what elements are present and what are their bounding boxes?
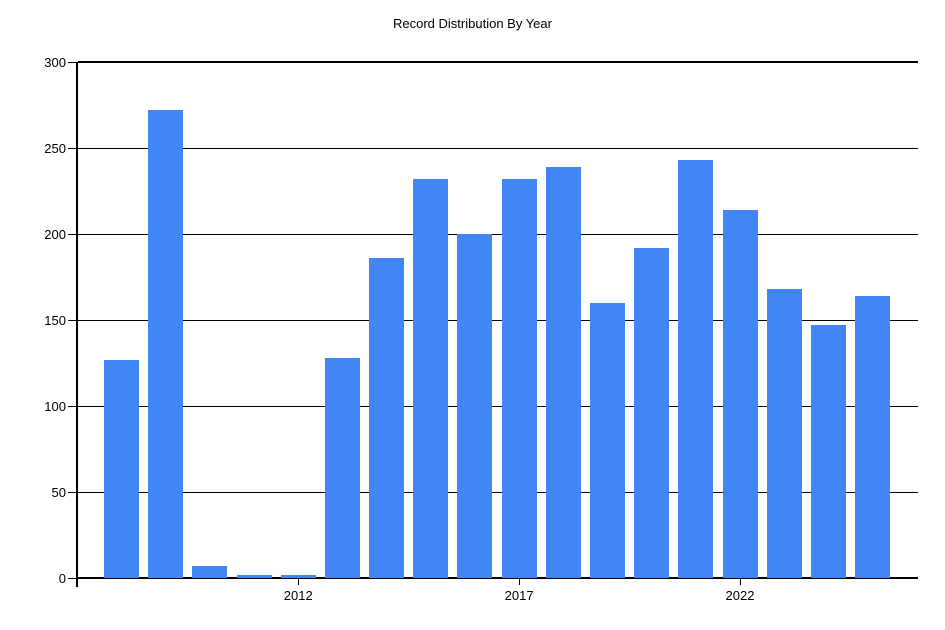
bar-2025 bbox=[855, 295, 891, 578]
plot-area: 0 50 100 150 200 250 300 2012 2017 2022 bbox=[44, 55, 918, 603]
x-tick-2022 bbox=[739, 579, 741, 585]
gridline-150 bbox=[78, 319, 918, 321]
y-tick-label-50: 50 bbox=[51, 484, 66, 500]
y-tick-label-100: 100 bbox=[44, 398, 66, 414]
y-tick-label-0: 0 bbox=[58, 570, 66, 586]
y-tick-300 bbox=[68, 62, 76, 63]
bar-2017 bbox=[501, 178, 537, 578]
bar-2022 bbox=[722, 209, 758, 578]
bar-2011 bbox=[236, 574, 272, 578]
x-tick-label-2022: 2022 bbox=[725, 588, 755, 603]
y-tick-label-200: 200 bbox=[44, 226, 66, 242]
y-tick-label-250: 250 bbox=[44, 140, 66, 156]
bar-2018 bbox=[545, 166, 581, 578]
bar-2014 bbox=[369, 258, 405, 578]
bar-2019 bbox=[589, 302, 625, 578]
bar-2009 bbox=[148, 110, 184, 578]
bar-2012 bbox=[280, 574, 316, 578]
bar-2020 bbox=[634, 247, 670, 578]
gridline-200 bbox=[78, 233, 918, 235]
gridline-0 bbox=[78, 577, 918, 579]
chart-title: Record Distribution By Year bbox=[393, 16, 552, 31]
gridline-250 bbox=[78, 147, 918, 149]
y-tick-100 bbox=[68, 406, 76, 407]
bar-2016 bbox=[457, 234, 493, 578]
y-tick-250 bbox=[68, 148, 76, 149]
y-axis-line bbox=[76, 62, 78, 587]
gridline-50 bbox=[78, 491, 918, 493]
bar-2015 bbox=[413, 178, 449, 578]
x-tick-2017 bbox=[518, 579, 520, 585]
y-tick-label-300: 300 bbox=[44, 54, 66, 70]
y-tick-200 bbox=[68, 234, 76, 235]
gridline-300 bbox=[78, 61, 918, 63]
bar-2013 bbox=[324, 357, 360, 578]
bar-2021 bbox=[678, 160, 714, 578]
gridline-100 bbox=[78, 405, 918, 407]
bar-2024 bbox=[810, 325, 846, 578]
x-tick-label-2012: 2012 bbox=[283, 588, 313, 603]
bar-2010 bbox=[192, 565, 228, 578]
x-tick-label-2017: 2017 bbox=[504, 588, 534, 603]
y-tick-150 bbox=[68, 320, 76, 321]
y-tick-0 bbox=[68, 578, 76, 579]
bar-2023 bbox=[766, 289, 802, 578]
y-tick-label-150: 150 bbox=[44, 312, 66, 328]
x-tick-2012 bbox=[297, 579, 299, 585]
y-tick-50 bbox=[68, 492, 76, 493]
bar-2008 bbox=[104, 359, 139, 578]
